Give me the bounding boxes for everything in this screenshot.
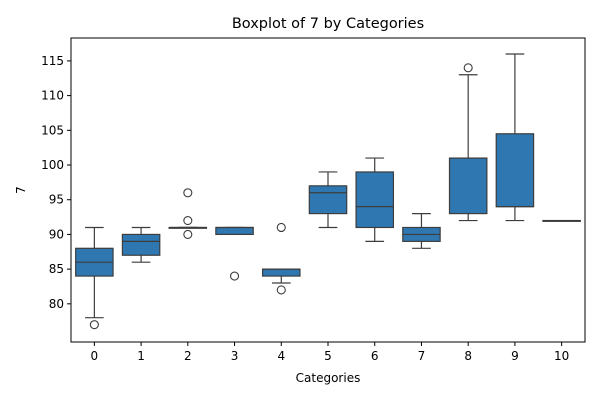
x-tick-label: 6 [371, 349, 379, 363]
y-tick-label: 95 [49, 193, 64, 207]
x-tick-label: 9 [511, 349, 519, 363]
y-tick-label: 115 [41, 54, 64, 68]
outlier-point [463, 63, 473, 73]
x-tick-label: 0 [91, 349, 99, 363]
y-tick-label: 85 [49, 262, 64, 276]
y-tick-label: 105 [41, 123, 64, 137]
outlier-point [276, 285, 286, 295]
box-1 [121, 233, 161, 256]
x-tick-label: 7 [418, 349, 426, 363]
box-4 [261, 268, 301, 277]
box-6 [355, 171, 395, 229]
outlier-point [183, 188, 193, 198]
chart-title: Boxplot of 7 by Categories [232, 16, 424, 32]
outlier-point [183, 215, 193, 226]
x-tick-label: 4 [277, 349, 285, 363]
x-tick-label: 10 [554, 349, 569, 363]
x-tick-label: 3 [231, 349, 239, 363]
x-tick-label: 2 [184, 349, 192, 363]
box-8 [448, 157, 488, 215]
box-3 [215, 226, 254, 236]
y-tick-label: 90 [49, 227, 64, 241]
x-tick-label: 8 [464, 349, 472, 363]
outlier-point [89, 320, 99, 330]
y-tick-label: 110 [41, 89, 64, 103]
x-tick-label: 5 [324, 349, 332, 363]
outlier-point [229, 271, 240, 281]
x-tick-label: 1 [137, 349, 145, 363]
plot-area: 80 85 90 95 100 105 110 115 0 1 2 3 4 5 6 7 8 9 10 [41, 37, 586, 363]
y-tick-label: 80 [49, 297, 64, 311]
outlier-point [183, 229, 193, 239]
y-axis-title: 7 [14, 186, 28, 194]
outlier-point [276, 222, 286, 233]
y-tick-label: 100 [41, 158, 64, 172]
box-9 [495, 133, 535, 208]
x-axis-title: Categories [296, 371, 361, 385]
box-5 [308, 185, 348, 215]
